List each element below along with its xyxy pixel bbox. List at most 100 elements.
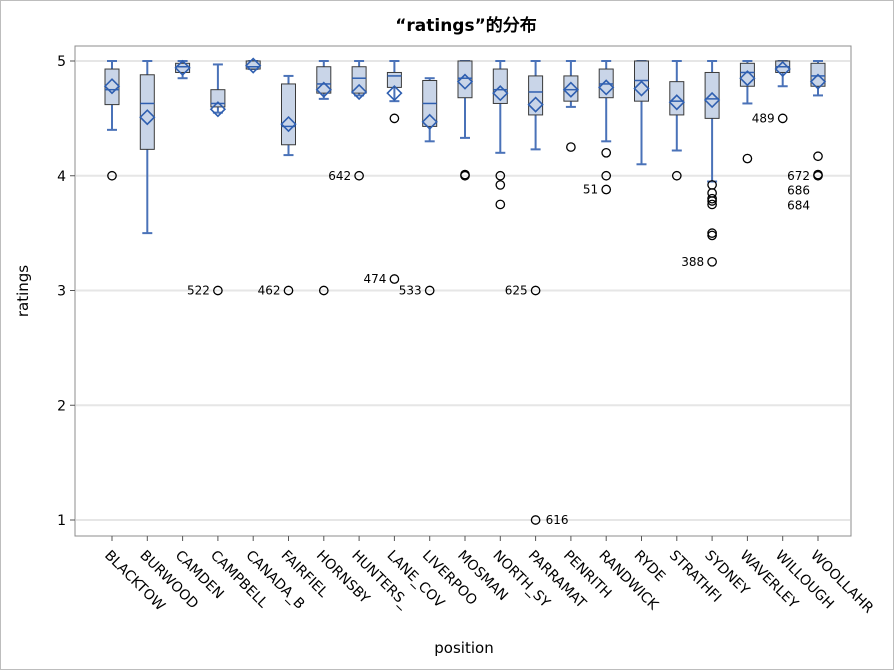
outlier-label: 616 <box>546 513 569 527</box>
outlier-label: 684 <box>787 199 810 213</box>
grid-lines <box>76 60 850 521</box>
box-iqr <box>704 71 720 119</box>
y-tick-label: 3 <box>57 284 66 300</box>
box-randwick: 51 <box>583 60 615 197</box>
outlier-point <box>707 199 717 210</box>
box-iqr <box>563 75 579 102</box>
outlier-label: 474 <box>363 272 386 286</box>
box-blacktow <box>103 60 121 181</box>
outlier-point <box>460 169 470 180</box>
box-willough: 489 <box>752 60 791 125</box>
mean-marker <box>527 96 544 113</box>
mean-marker <box>492 84 509 102</box>
box-mosman <box>456 60 474 181</box>
outlier-label: 672 <box>787 169 810 183</box>
mean-marker <box>209 101 227 118</box>
box-iqr <box>139 74 155 150</box>
outlier-label: 462 <box>258 284 281 298</box>
y-tick-label: 2 <box>57 398 66 414</box>
y-tick-label: 1 <box>57 513 66 529</box>
box-sydney: 388 <box>681 60 721 269</box>
outlier-point <box>813 169 823 180</box>
box-north-sy <box>492 60 509 210</box>
box-campbell: 522 <box>187 63 227 298</box>
mean-marker <box>174 59 191 77</box>
outlier-point <box>530 515 541 525</box>
mean-marker <box>633 80 650 97</box>
box-burwood <box>139 60 156 235</box>
x-axis-label: position <box>434 639 493 657</box>
y-axis-label: ratings <box>14 265 32 317</box>
outlier-point <box>566 142 576 152</box>
outlier-point <box>601 170 612 181</box>
outlier-point <box>107 170 117 181</box>
box-ryde <box>633 60 650 166</box>
chart-title: “ratings”的分布 <box>395 15 537 36</box>
mean-marker <box>809 73 827 90</box>
mean-marker <box>421 113 438 130</box>
box-iqr <box>281 83 296 146</box>
box-lane-cov: 474 <box>363 60 403 286</box>
outlier-point <box>671 170 682 181</box>
outlier-point <box>213 285 223 296</box>
box-iqr <box>351 66 367 94</box>
outlier-label: 388 <box>681 255 704 269</box>
outlier-point <box>389 113 400 124</box>
mean-marker <box>139 109 156 126</box>
outlier-point <box>354 170 364 181</box>
mean-marker <box>315 81 332 98</box>
mean-marker <box>280 115 297 133</box>
box-hornsby <box>315 60 332 296</box>
outlier-point <box>495 170 506 181</box>
box-parramat: 625 616 <box>505 60 569 527</box>
outlier-point <box>601 147 612 158</box>
outlier-label: 533 <box>399 284 422 298</box>
x-axis-ticks: BLACKTOWBURWOODCAMDENCAMPBELLCANADA_BFAI… <box>101 536 876 617</box>
mean-marker <box>739 70 756 87</box>
box-penrith <box>562 60 580 152</box>
outlier-point <box>495 199 506 210</box>
mean-marker <box>103 78 121 95</box>
outlier-point <box>707 230 717 241</box>
mean-marker <box>703 91 721 109</box>
outlier-point <box>742 153 753 164</box>
outlier-point <box>424 285 435 296</box>
box-canada-b <box>245 57 262 74</box>
y-axis-ticks: 1 2 3 4 5 <box>57 54 75 529</box>
outlier-label: 51 <box>583 183 598 197</box>
mean-marker <box>598 79 615 96</box>
box-iqr <box>210 89 226 108</box>
outlier-label: 686 <box>787 184 810 198</box>
outlier-point <box>530 285 541 296</box>
mean-marker <box>386 84 403 102</box>
box-fairfiel: 462 <box>258 74 297 298</box>
mean-marker <box>774 60 791 78</box>
outlier-point <box>283 285 294 296</box>
box-liverpoo: 533 <box>399 77 438 298</box>
box-iqr <box>739 62 755 87</box>
outlier-label: 489 <box>752 111 775 125</box>
outlier-point <box>601 184 612 195</box>
outlier-point <box>813 151 823 162</box>
box-waverley <box>739 60 756 164</box>
box-camden <box>174 59 191 80</box>
outlier-label: 642 <box>328 169 351 183</box>
mean-marker <box>562 81 580 98</box>
outlier-point <box>707 256 717 267</box>
outlier-point <box>707 196 717 206</box>
outlier-label: 522 <box>187 284 210 298</box>
outlier-point <box>318 285 329 296</box>
box-iqr <box>316 66 332 94</box>
mean-marker <box>456 73 474 90</box>
mean-marker <box>668 94 685 111</box>
outlier-label: 625 <box>505 284 528 298</box>
box-iqr <box>528 75 544 116</box>
box-iqr <box>457 60 473 99</box>
box-strathfi <box>668 60 685 181</box>
y-tick-label: 5 <box>57 54 66 70</box>
y-tick-label: 4 <box>57 169 66 185</box>
mean-marker <box>350 83 368 101</box>
